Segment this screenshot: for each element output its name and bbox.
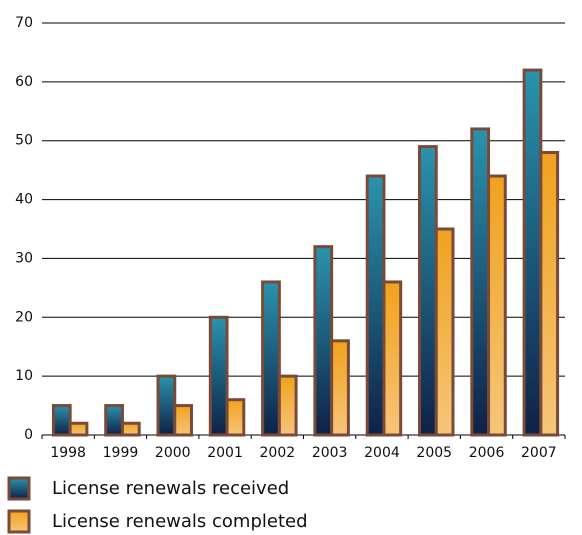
x-tick-label: 1998 [50,445,86,461]
bar [68,421,89,437]
bar [330,339,350,437]
x-tick-label: 2007 [521,445,557,461]
y-tick-label: 0 [24,427,33,443]
bar [208,315,229,437]
y-tick-label: 70 [15,15,33,31]
bar [539,150,560,437]
y-tick-label: 10 [15,368,33,384]
x-tick-label: 1999 [103,445,139,461]
bar [434,227,455,437]
legend: License renewals received License renewal… [7,476,308,534]
y-tick-label: 30 [15,250,33,266]
legend-label: License renewals completed [52,511,308,532]
bar [120,421,141,437]
bar [51,404,72,437]
bar [470,127,491,437]
bar [277,374,298,437]
bar [522,68,543,437]
bar [104,404,124,437]
bar [418,145,438,437]
bar [365,174,386,437]
x-tick-label: 2004 [364,445,400,461]
legend-label: License renewals received [52,478,289,499]
y-tick-label: 60 [15,74,33,90]
x-tick-label: 2000 [155,445,191,461]
x-tick-label: 2006 [469,445,505,461]
x-tick-label: 2003 [312,445,348,461]
legend-swatch [7,509,31,534]
legend-swatch [7,476,31,501]
bar [225,398,246,437]
bar [313,245,334,437]
y-tick-label: 20 [15,309,33,325]
y-tick-label: 50 [15,133,33,149]
bar [261,280,281,437]
bar [173,404,193,437]
x-tick-label: 2005 [416,445,452,461]
bar [382,280,403,437]
bar [156,374,177,437]
x-tick-label: 2001 [207,445,243,461]
bar [487,174,507,437]
y-tick-label: 40 [15,192,33,208]
x-tick-label: 2002 [260,445,296,461]
